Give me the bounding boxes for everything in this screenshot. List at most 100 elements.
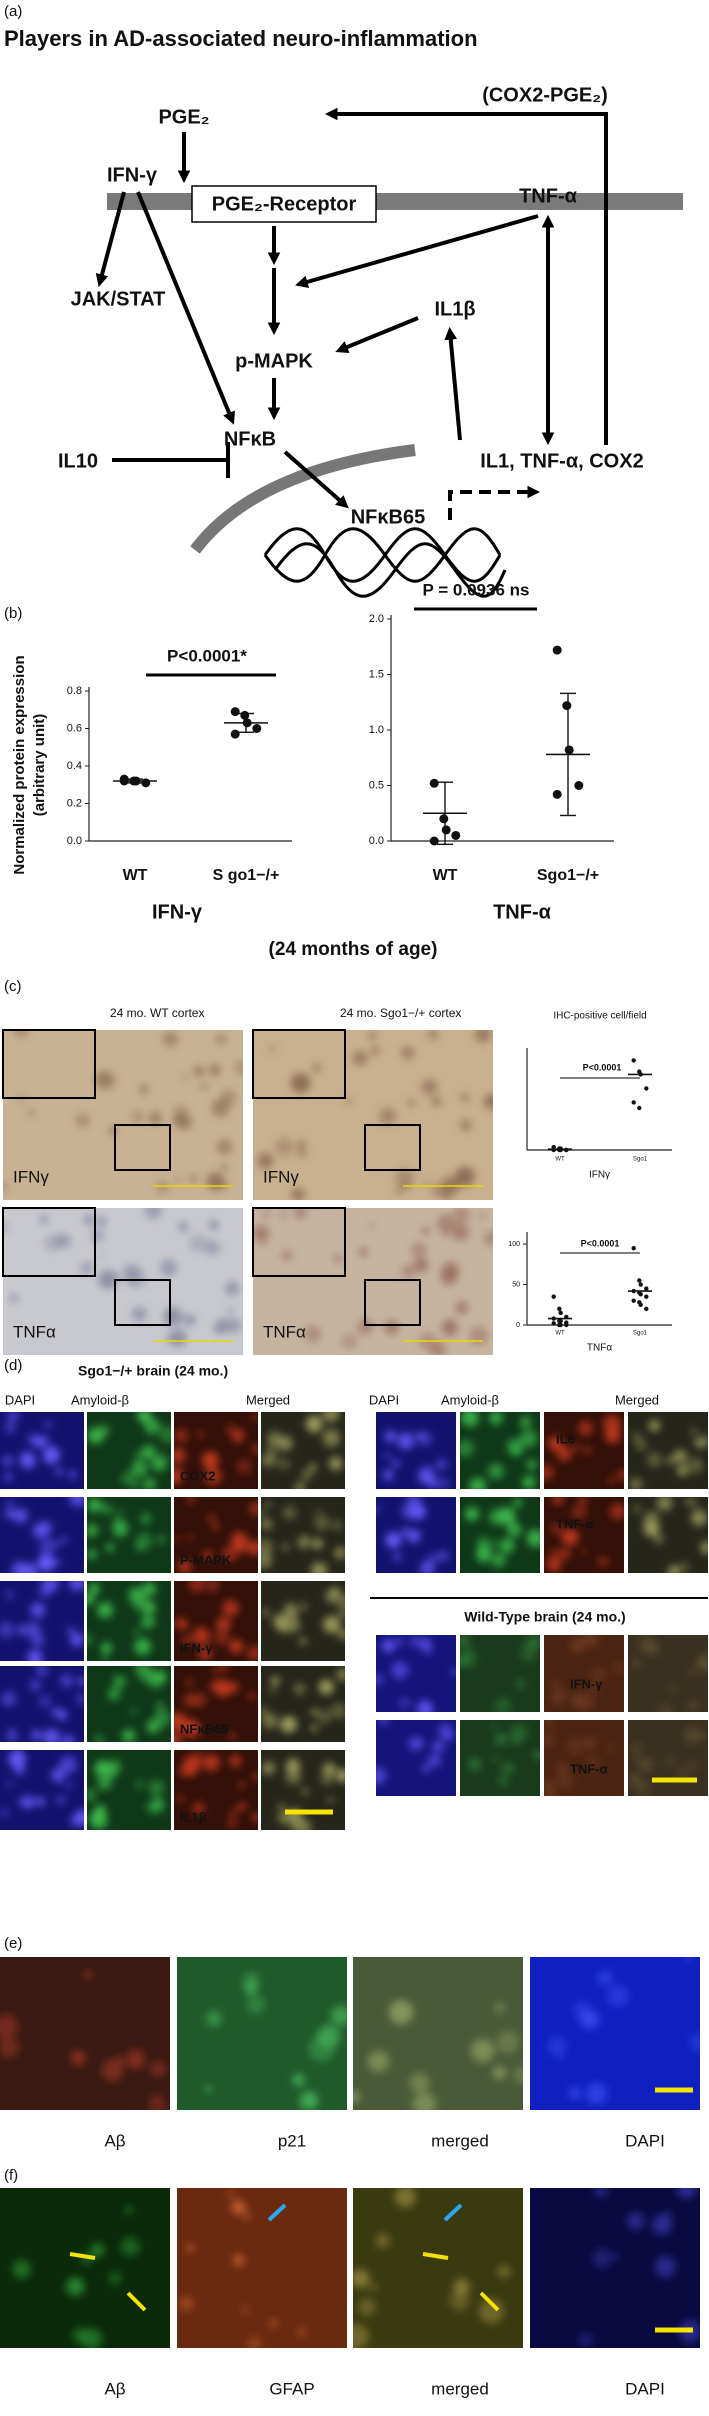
micrograph <box>174 1666 258 1742</box>
panel-label: (d) <box>4 1357 22 1374</box>
micrograph <box>628 1720 708 1796</box>
cell <box>60 1536 68 1543</box>
cell <box>87 1634 93 1646</box>
cell <box>155 1702 164 1711</box>
cell <box>413 1257 429 1273</box>
cell <box>633 1778 650 1795</box>
cell <box>384 1430 397 1443</box>
annotation: P = 0.0936 ns <box>423 580 530 599</box>
cell <box>646 1452 662 1468</box>
cell <box>241 2211 251 2221</box>
micrograph <box>460 1720 540 1796</box>
cell <box>231 1428 245 1443</box>
cell <box>220 1163 229 1172</box>
cell <box>491 1755 498 1762</box>
cell <box>552 1497 564 1505</box>
cell <box>548 1436 563 1451</box>
x-tick-label: S go1−/+ <box>213 867 280 884</box>
panel-label: (f) <box>4 2167 18 2184</box>
receptor-box <box>191 185 377 223</box>
micrograph <box>628 1497 708 1573</box>
cell <box>206 1172 225 1191</box>
cell <box>631 1659 641 1668</box>
data-point <box>441 825 451 835</box>
cell <box>544 1778 556 1794</box>
micrograph-bg <box>3 1030 243 1200</box>
cell <box>330 2005 347 2026</box>
cell <box>687 1700 698 1710</box>
cell <box>202 1550 213 1561</box>
cells <box>87 1497 166 1560</box>
cell <box>474 1030 492 1043</box>
cell <box>460 1635 471 1649</box>
micrograph <box>261 1750 345 1830</box>
cell <box>648 1419 661 1432</box>
cell <box>207 1514 216 1522</box>
cell <box>121 1471 136 1486</box>
micrograph <box>353 2188 523 2348</box>
cell <box>7 1412 19 1422</box>
cell <box>498 1776 509 1787</box>
cell <box>408 1533 418 1544</box>
cell <box>87 1524 98 1538</box>
cell <box>43 1420 53 1429</box>
cell <box>300 1786 310 1797</box>
cell <box>262 1609 270 1616</box>
cell <box>297 2328 306 2336</box>
inset-box <box>252 1207 346 1277</box>
cell <box>522 1475 536 1489</box>
cells <box>179 2190 306 2348</box>
cell <box>653 1533 664 1545</box>
cell <box>97 1216 107 1227</box>
x-tick-label: Sgo1 <box>633 1331 648 1337</box>
cells <box>544 1414 624 1485</box>
cell <box>169 1329 187 1347</box>
cells <box>174 1666 256 1742</box>
cell <box>340 1332 359 1351</box>
cell <box>225 1281 240 1296</box>
cell <box>445 1732 454 1741</box>
cell <box>27 1650 43 1661</box>
marker-label: IFN-γ <box>180 1640 213 1655</box>
cell <box>80 1261 94 1275</box>
cell <box>36 1666 48 1676</box>
cell <box>77 1676 84 1686</box>
cell <box>428 1030 439 1040</box>
cell <box>413 1738 424 1748</box>
cell <box>215 1033 227 1045</box>
cells <box>550 1635 624 1711</box>
cell <box>102 1504 113 1515</box>
cell <box>215 1680 233 1697</box>
micrograph <box>261 1497 345 1573</box>
cell <box>476 1547 491 1563</box>
cell <box>442 1229 450 1237</box>
inset-box <box>364 1279 421 1326</box>
cell <box>155 1180 170 1194</box>
cell <box>176 1618 188 1630</box>
cell <box>1 1691 17 1707</box>
cell <box>218 1666 229 1672</box>
micrograph-bg <box>530 1957 700 2110</box>
cell <box>164 1308 179 1324</box>
cell <box>134 1450 146 1462</box>
cell <box>688 1668 696 1676</box>
cell <box>209 1585 216 1593</box>
cell <box>37 1553 55 1571</box>
data-point <box>230 707 240 717</box>
cell <box>381 1639 396 1653</box>
inset-box <box>364 1124 421 1171</box>
cell <box>431 1096 442 1107</box>
micrograph <box>376 1720 456 1796</box>
column-header: Merged <box>615 1392 659 1407</box>
cell <box>585 2082 608 2105</box>
micrograph-bg <box>628 1412 708 1489</box>
cell <box>296 1140 307 1150</box>
cell <box>520 1645 537 1662</box>
cell <box>300 1469 313 1481</box>
cell <box>283 1604 299 1620</box>
column-header: Amyloid-β <box>441 1392 499 1407</box>
cell <box>684 1497 691 1505</box>
data-point <box>558 1310 563 1316</box>
cell <box>144 1208 163 1220</box>
